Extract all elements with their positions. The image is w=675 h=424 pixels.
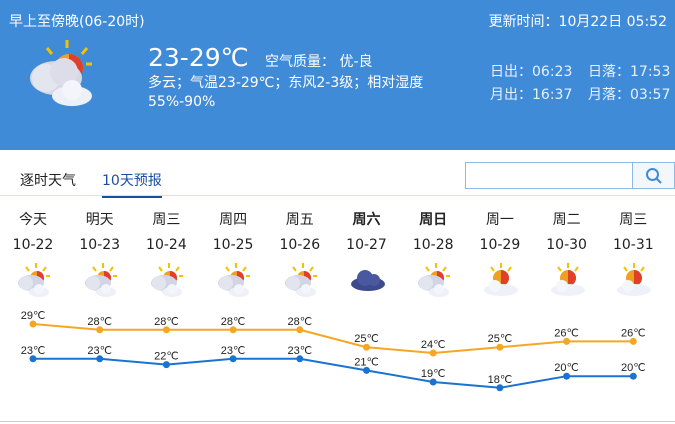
low-temp-label: 20℃ bbox=[554, 362, 579, 374]
day-date: 10-27 bbox=[346, 237, 387, 253]
low-temp-label: 23℃ bbox=[87, 345, 112, 357]
day-name: 明天 bbox=[85, 212, 114, 228]
low-temp-point bbox=[162, 361, 170, 369]
update-time: 更新时间：10月22日 05:52 bbox=[488, 14, 667, 30]
high-temp-point bbox=[363, 343, 370, 351]
moonrise: 月出：16:37 bbox=[490, 87, 573, 103]
low-temp-label: 23℃ bbox=[21, 345, 46, 357]
low-temp-point bbox=[629, 372, 637, 380]
day-date: 10-26 bbox=[279, 237, 321, 253]
day-date: 10-29 bbox=[479, 237, 521, 253]
low-temp-label: 23℃ bbox=[288, 345, 313, 357]
day-date: 10-22 bbox=[12, 237, 54, 253]
high-temp-label: 24℃ bbox=[421, 339, 446, 351]
day-date: 10-30 bbox=[546, 237, 587, 253]
high-temp-point bbox=[496, 343, 504, 351]
high-temp-label: 26℃ bbox=[621, 327, 646, 339]
day-name: 周二 bbox=[552, 212, 581, 228]
high-temp-label: 28℃ bbox=[288, 316, 313, 328]
day-name: 今天 bbox=[19, 212, 47, 228]
search-button[interactable] bbox=[632, 162, 675, 189]
high-temp-point bbox=[162, 326, 170, 334]
day-date: 10-23 bbox=[79, 237, 121, 253]
day-date: 10-24 bbox=[146, 237, 187, 253]
low-temp-label: 21℃ bbox=[354, 356, 379, 368]
low-temp-point bbox=[29, 355, 37, 363]
day-name: 周一 bbox=[485, 212, 514, 228]
high-temp-point bbox=[563, 337, 571, 345]
high-temp-line bbox=[32, 323, 634, 355]
air-quality: 空气质量： 优-良 bbox=[265, 54, 373, 70]
high-temp-label: 25℃ bbox=[488, 333, 513, 345]
high-temp-point bbox=[29, 320, 37, 328]
low-temp-label: 23℃ bbox=[221, 345, 246, 357]
sunny-cloud-icon bbox=[550, 263, 585, 296]
overcast-icon bbox=[350, 270, 385, 291]
sunny-cloud-icon bbox=[483, 263, 518, 296]
low-temp-label: 18℃ bbox=[488, 374, 513, 386]
high-temp-point bbox=[429, 349, 437, 357]
day-name: 周三 bbox=[152, 212, 181, 228]
weather-description: 多云；气温23-29℃；东风2-3级；相对湿度55%-90% bbox=[148, 75, 424, 110]
tab-10-day[interactable]: 10天预报 bbox=[102, 170, 162, 198]
high-temp-label: 25℃ bbox=[354, 333, 379, 345]
low-temp-label: 22℃ bbox=[154, 351, 179, 363]
sunset: 日落：17:53 bbox=[588, 64, 671, 80]
temperature-chart: 29℃ 28℃ 28℃ 28℃ 28℃ 25℃ 24℃ 25℃ 26℃ 26℃ 23℃ 23℃ 22℃ 2… bbox=[21, 310, 646, 392]
forecast-period: 早上至傍晚(06-20时) bbox=[9, 14, 145, 30]
sunny-cloud-icon bbox=[617, 263, 652, 296]
low-temp-label: 19℃ bbox=[421, 368, 446, 380]
high-temp-point bbox=[629, 337, 637, 345]
partly-cloudy-icon bbox=[218, 263, 251, 297]
low-temp-line bbox=[33, 357, 634, 389]
partly-cloudy-icon bbox=[151, 263, 184, 297]
search-icon bbox=[645, 167, 662, 184]
low-temp-label: 20℃ bbox=[621, 362, 646, 374]
partly-cloudy-icon bbox=[418, 263, 451, 297]
low-temp-point bbox=[96, 355, 104, 363]
high-temp-label: 26℃ bbox=[554, 327, 579, 339]
high-temp-point bbox=[96, 326, 104, 334]
day-date: 10-25 bbox=[212, 237, 254, 253]
moonset: 月落：03:57 bbox=[588, 87, 671, 103]
day-name: 周五 bbox=[285, 212, 314, 228]
partly-cloudy-icon bbox=[30, 40, 92, 106]
partly-cloudy-icon bbox=[284, 263, 317, 297]
footer-divider bbox=[0, 421, 675, 424]
low-temp-point bbox=[363, 366, 370, 374]
low-temp-point bbox=[229, 355, 237, 363]
day-name: 周四 bbox=[219, 212, 248, 228]
day-date: 10-31 bbox=[612, 237, 654, 253]
high-temp-point bbox=[229, 326, 237, 334]
low-temp-point bbox=[563, 372, 571, 380]
partly-cloudy-icon bbox=[84, 263, 117, 297]
temperature-range: 23-29℃ bbox=[148, 43, 249, 72]
tab-bar: 逐时天气 10天预报 bbox=[0, 150, 675, 198]
low-temp-point bbox=[496, 384, 504, 392]
partly-cloudy-icon bbox=[18, 263, 50, 297]
day-name: 周三 bbox=[619, 212, 648, 228]
high-temp-point bbox=[296, 326, 304, 334]
high-temp-label: 29℃ bbox=[21, 310, 46, 322]
day-name: 周六 bbox=[352, 212, 381, 228]
current-weather-panel: 早上至傍晚(06-20时) 更新时间：10月22日 05:52 23-29℃ 空… bbox=[0, 0, 675, 150]
sunrise: 日出：06:23 bbox=[490, 64, 573, 80]
low-temp-point bbox=[429, 378, 437, 386]
search-input[interactable] bbox=[465, 162, 633, 189]
high-temp-label: 28℃ bbox=[87, 316, 112, 328]
high-temp-label: 28℃ bbox=[154, 316, 179, 328]
tab-hourly[interactable]: 逐时天气 bbox=[20, 173, 76, 189]
day-name: 周日 bbox=[419, 212, 448, 228]
high-temp-label: 28℃ bbox=[221, 316, 246, 328]
low-temp-point bbox=[296, 355, 304, 363]
day-date: 10-28 bbox=[412, 237, 454, 253]
